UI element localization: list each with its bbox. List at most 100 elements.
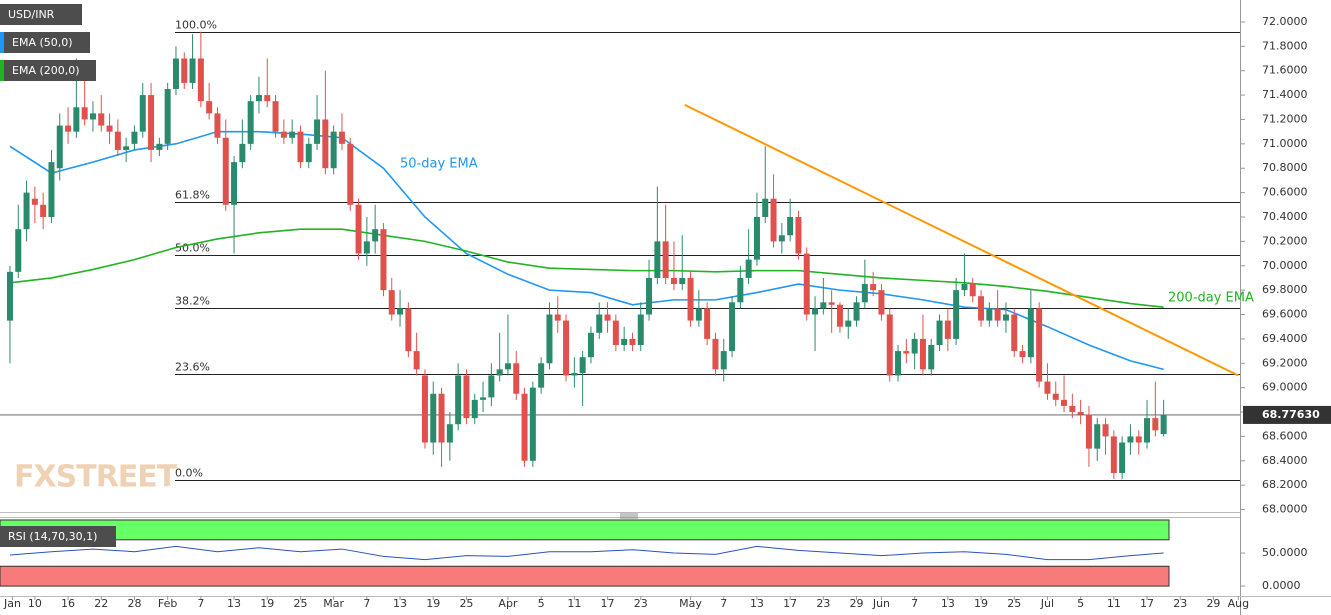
candle-body: [521, 393, 528, 461]
rsi-tick-label: 50.0000: [1262, 546, 1308, 559]
candle-body: [953, 290, 960, 339]
candle-body: [828, 302, 835, 305]
candle-body: [463, 375, 470, 419]
resize-handle[interactable]: [620, 513, 638, 519]
candle-body: [870, 284, 877, 291]
candle-body: [98, 113, 105, 126]
legend-swatch: [0, 60, 4, 81]
legend: USD/INR EMA (50,0) EMA (200,0) RSI (14,7…: [0, 4, 116, 547]
candle-body: [1011, 314, 1018, 352]
legend-box[interactable]: [0, 60, 96, 81]
candle-body: [338, 131, 345, 144]
y-tick-label: 71.8000: [1262, 39, 1308, 52]
candle-body: [148, 95, 155, 150]
candle-body: [413, 351, 420, 370]
x-tick-label: Jan: [3, 597, 21, 610]
y-tick-label: 70.0000: [1262, 259, 1308, 272]
y-tick-label: 69.0000: [1262, 381, 1308, 394]
y-tick-label: 69.2000: [1262, 356, 1308, 369]
candle-body: [629, 338, 636, 345]
x-tick-label: Apr: [498, 597, 518, 610]
candle-body: [222, 137, 229, 205]
candle-body: [878, 290, 885, 315]
x-tick-label: 13: [750, 597, 764, 610]
candle-body: [488, 375, 495, 398]
candle-body: [1061, 399, 1068, 406]
candle-body: [264, 95, 271, 102]
candle-body: [65, 125, 72, 132]
x-tick-label: 29: [1206, 597, 1220, 610]
candle-body: [239, 143, 246, 163]
candle-body: [895, 351, 902, 376]
candle-body: [372, 229, 379, 242]
candle-body: [421, 375, 428, 443]
candle-body: [480, 397, 487, 400]
candle-body: [48, 162, 55, 217]
candle-body: [737, 277, 744, 303]
candle-body: [1144, 418, 1151, 443]
candle-body: [529, 387, 536, 461]
y-tick-label: 68.2000: [1262, 478, 1308, 491]
candle-body: [1102, 424, 1109, 437]
y-tick-label: 70.6000: [1262, 186, 1308, 199]
candle-body: [496, 369, 503, 376]
candle-body: [646, 277, 653, 315]
y-tick-label: 71.2000: [1262, 112, 1308, 125]
x-tick-label: 16: [61, 597, 75, 610]
candle-body: [347, 143, 354, 205]
rsi-panel: 0.0000 50.0000: [0, 519, 1308, 592]
x-tick-label: Feb: [158, 597, 177, 610]
candle-body: [944, 320, 951, 339]
candle-body: [911, 338, 918, 354]
candle-body: [670, 277, 677, 285]
trendline: [684, 103, 1239, 377]
x-tick-label: 23: [1173, 597, 1187, 610]
candle-body: [355, 204, 362, 254]
candle-body: [1052, 393, 1059, 400]
candle-body: [919, 338, 926, 370]
candle-body: [579, 357, 586, 374]
candle-body: [820, 302, 827, 309]
candle-body: [471, 399, 478, 419]
y-tick-label: 68.0000: [1262, 503, 1308, 516]
x-tick-label: 29: [850, 597, 864, 610]
candle-body: [1110, 436, 1117, 473]
rsi-line: [9, 545, 1164, 561]
candle-body: [380, 229, 387, 291]
candle-body: [23, 192, 30, 230]
y-tick-label: 71.4000: [1262, 88, 1308, 101]
y-tick-label: 69.4000: [1262, 332, 1308, 345]
candle-body: [305, 143, 312, 163]
y-tick-label: 71.0000: [1262, 137, 1308, 150]
ema-annotation: 50-day EMA: [400, 157, 478, 172]
candle-body: [15, 229, 22, 272]
candle-body: [845, 320, 852, 327]
candle-body: [538, 363, 545, 388]
candle-body: [1002, 314, 1009, 321]
candle-body: [604, 314, 611, 321]
candle-body: [181, 58, 188, 83]
x-tick-label: 25: [293, 597, 307, 610]
candle-body: [662, 241, 669, 278]
candle-body: [388, 290, 395, 315]
candle-body: [1119, 442, 1126, 473]
price-panel: 68.000068.200068.400068.600068.800069.00…: [0, 15, 1331, 610]
candle-body: [172, 58, 179, 89]
legend-box[interactable]: [0, 32, 90, 53]
candle-body: [1077, 412, 1084, 415]
candle-body: [986, 308, 993, 321]
x-tick-label: 13: [941, 597, 955, 610]
legend-box[interactable]: [0, 526, 116, 547]
candle-body: [720, 351, 727, 370]
candle-body: [247, 101, 254, 144]
legend-swatch: [0, 32, 4, 53]
x-tick-label: May: [679, 597, 702, 610]
candle-body: [131, 131, 138, 144]
candle-body: [513, 363, 520, 394]
x-tick-label: 11: [1107, 597, 1121, 610]
candle-body: [89, 113, 96, 120]
rsi-label: RSI (14,70,30,1): [8, 530, 97, 543]
legend-box[interactable]: [0, 4, 82, 25]
candle-body: [1094, 424, 1101, 449]
legend-label: EMA (50,0): [12, 36, 73, 49]
